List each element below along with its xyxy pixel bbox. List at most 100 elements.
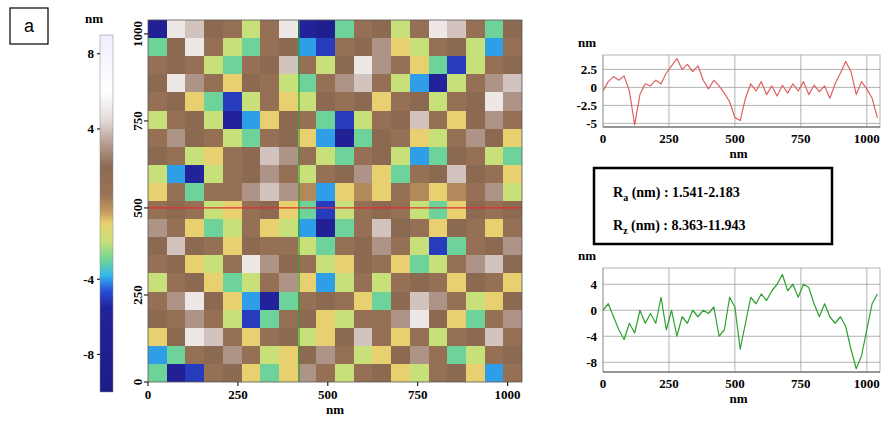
heatmap-cell bbox=[485, 111, 504, 130]
heatmap-cell bbox=[242, 74, 261, 93]
heatmap-cell bbox=[298, 74, 317, 93]
y-axis-title: nm bbox=[578, 248, 596, 263]
heatmap-cell bbox=[279, 364, 298, 382]
heatmap-cell bbox=[185, 201, 204, 220]
heatmap-cell bbox=[391, 111, 410, 130]
heatmap-cell bbox=[410, 364, 429, 382]
heatmap-cell bbox=[167, 273, 186, 292]
heatmap-cell bbox=[335, 328, 354, 347]
heatmap-cell bbox=[185, 147, 204, 166]
heatmap-cell bbox=[242, 20, 261, 39]
heatmap-cell bbox=[354, 364, 373, 382]
heatmap-cell bbox=[279, 219, 298, 238]
heatmap-cell bbox=[242, 183, 261, 202]
heatmap-cell bbox=[148, 255, 167, 274]
heatmap-cell bbox=[316, 56, 335, 75]
heatmap-cell bbox=[466, 74, 485, 93]
heatmap-cell bbox=[260, 183, 279, 202]
heatmap-cell bbox=[185, 364, 204, 382]
heatmap-cell bbox=[204, 183, 223, 202]
heatmap-cell bbox=[279, 292, 298, 311]
heatmap-cell bbox=[503, 111, 522, 130]
heatmap-cell bbox=[410, 237, 429, 256]
heatmap-cell bbox=[354, 201, 373, 220]
heatmap-cell bbox=[372, 255, 391, 274]
heatmap-cell bbox=[335, 92, 354, 111]
heatmap-cell bbox=[167, 183, 186, 202]
heatmap-cell bbox=[391, 328, 410, 347]
heatmap-cell bbox=[391, 273, 410, 292]
heatmap-cell bbox=[298, 292, 317, 311]
heatmap-cell bbox=[485, 20, 504, 39]
heatmap-cell bbox=[466, 92, 485, 111]
heatmap-cell bbox=[279, 56, 298, 75]
heatmap-cell bbox=[410, 74, 429, 93]
heatmap-cell bbox=[148, 74, 167, 93]
heatmap-cell bbox=[298, 20, 317, 39]
heatmap-cell bbox=[298, 147, 317, 166]
heatmap-cell bbox=[204, 56, 223, 75]
x-tick-label: 250 bbox=[659, 131, 679, 146]
heatmap-cells bbox=[148, 20, 522, 382]
panel-box bbox=[10, 8, 48, 44]
heatmap-cell bbox=[447, 237, 466, 256]
heatmap-cell bbox=[466, 111, 485, 130]
heatmap-cell bbox=[316, 219, 335, 238]
heatmap-cell bbox=[279, 38, 298, 57]
colorbar-tick bbox=[97, 53, 100, 54]
heatmap-cell bbox=[260, 165, 279, 184]
heatmap-cell bbox=[185, 129, 204, 148]
grid-line-x bbox=[734, 268, 735, 372]
heatmap-cell bbox=[242, 328, 261, 347]
x-axis-title: nm bbox=[326, 402, 344, 417]
y-tick-label: 2.5 bbox=[581, 62, 598, 77]
heatmap-cell bbox=[260, 129, 279, 148]
heatmap-cell bbox=[503, 273, 522, 292]
heatmap-cell bbox=[298, 328, 317, 347]
x-tick-label: 250 bbox=[228, 387, 248, 402]
heatmap-cell bbox=[204, 92, 223, 111]
heatmap-cell bbox=[503, 74, 522, 93]
heatmap-cell bbox=[335, 183, 354, 202]
y-tick-label: 0 bbox=[130, 379, 145, 386]
heatmap-cell bbox=[503, 20, 522, 39]
heatmap-cell bbox=[316, 20, 335, 39]
heatmap-cell bbox=[335, 38, 354, 57]
x-tick-label: 250 bbox=[659, 376, 679, 391]
heatmap-cell bbox=[167, 74, 186, 93]
grid-line-y bbox=[603, 87, 880, 88]
heatmap-cell bbox=[185, 20, 204, 39]
heatmap-cell bbox=[391, 201, 410, 220]
heatmap-cell bbox=[354, 346, 373, 365]
heatmap-cell bbox=[204, 237, 223, 256]
heatmap-cell bbox=[223, 147, 242, 166]
heatmap-cell bbox=[223, 111, 242, 130]
heatmap-cell bbox=[185, 255, 204, 274]
heatmap-cell bbox=[167, 201, 186, 220]
heatmap-cell bbox=[354, 255, 373, 274]
heatmap-cell bbox=[354, 273, 373, 292]
heatmap-cell bbox=[466, 364, 485, 382]
profile-line bbox=[603, 59, 877, 125]
heatmap-cell bbox=[148, 292, 167, 311]
grid-line-x bbox=[800, 55, 801, 127]
heatmap-cell bbox=[354, 56, 373, 75]
heatmap-cell bbox=[391, 219, 410, 238]
heatmap-cell bbox=[466, 147, 485, 166]
heatmap-cell bbox=[391, 129, 410, 148]
heatmap-cell bbox=[260, 346, 279, 365]
heatmap-cell bbox=[391, 20, 410, 39]
x-tick bbox=[327, 382, 328, 386]
plot-frame bbox=[603, 268, 880, 372]
heatmap-cell bbox=[148, 183, 167, 202]
heatmap-cell bbox=[485, 92, 504, 111]
heatmap-cell bbox=[148, 129, 167, 148]
heatmap-cell bbox=[298, 183, 317, 202]
heatmap-cell bbox=[391, 165, 410, 184]
heatmap-cell bbox=[185, 310, 204, 329]
x-tick bbox=[417, 382, 418, 386]
heatmap-cell bbox=[466, 255, 485, 274]
plot-frame bbox=[603, 55, 880, 127]
heatmap-cell bbox=[167, 147, 186, 166]
heatmap-cell bbox=[316, 129, 335, 148]
